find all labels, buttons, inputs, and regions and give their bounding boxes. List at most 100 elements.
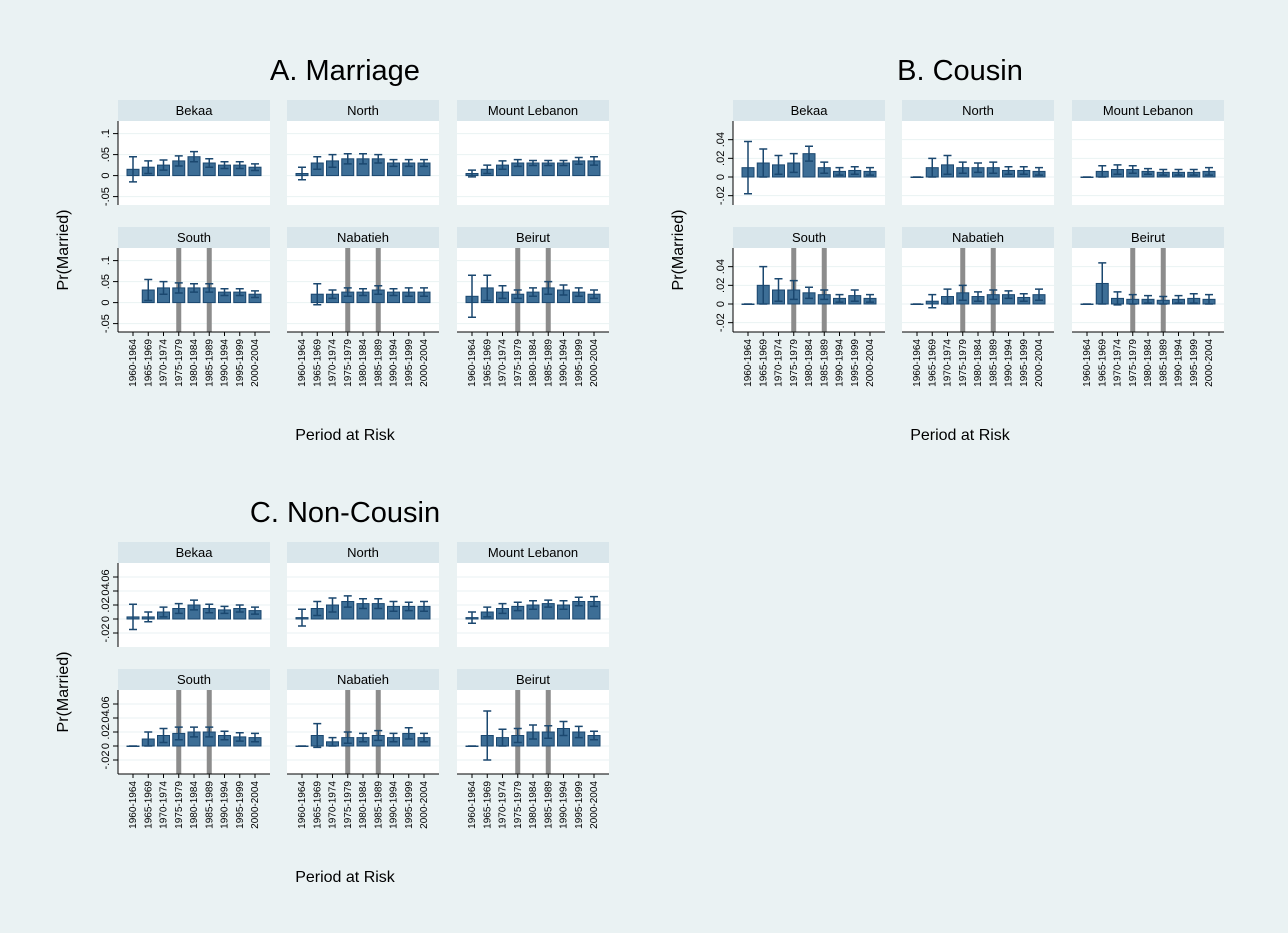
error-bar [190, 599, 198, 611]
error-bar [805, 145, 813, 162]
x-tick-label: 1980-1984 [528, 781, 539, 829]
x-tick-label: 1980-1984 [973, 339, 984, 387]
x-tick-label: 1975-1979 [1128, 339, 1139, 387]
error-bar [850, 165, 859, 175]
error-bar [498, 602, 507, 615]
error-bar [205, 282, 214, 293]
panel-strip [733, 227, 885, 248]
error-bar [774, 278, 783, 302]
x-tick-label: 1965-1969 [143, 339, 154, 387]
error-bar [759, 265, 768, 305]
x-tick-label: 1975-1979 [958, 339, 969, 387]
x-axis-label: Period at Risk [910, 427, 1011, 444]
y-axis-label: Pr(Married) [670, 210, 687, 291]
error-bar [1205, 166, 1213, 176]
y-tick-label: .06 [100, 696, 112, 711]
x-tick-label: 1990-1994 [220, 339, 231, 387]
y-tick-label: -.02 [100, 751, 112, 770]
error-bar [328, 736, 337, 747]
error-bar [220, 605, 229, 615]
error-bar [1189, 292, 1198, 304]
panel-strip [1072, 100, 1224, 121]
error-bar [328, 597, 337, 613]
x-tick-label: 1960-1964 [128, 339, 139, 387]
error-bar [389, 732, 398, 743]
error-bar [1189, 168, 1198, 176]
x-tick-label: 1990-1994 [389, 339, 400, 387]
x-tick-label: 2000-2004 [419, 339, 430, 387]
error-bar [1035, 288, 1043, 302]
error-bar [1019, 292, 1028, 302]
x-tick-label: 1990-1994 [220, 781, 231, 829]
error-bar [574, 156, 583, 166]
error-bar [144, 160, 153, 175]
x-tick-label: 1960-1964 [128, 781, 139, 829]
x-tick-label: 1980-1984 [804, 339, 815, 387]
x-tick-label: 1990-1994 [389, 781, 400, 829]
panel-strip [457, 542, 609, 563]
error-bar [144, 611, 153, 623]
error-bar [205, 158, 214, 168]
error-bar [529, 159, 537, 167]
x-tick-label: 2000-2004 [589, 339, 600, 387]
error-bar [420, 158, 428, 168]
panel-strip [287, 669, 439, 690]
error-bar [190, 150, 198, 163]
x-tick-label: 1985-1989 [373, 339, 384, 387]
error-bar [251, 732, 259, 743]
error-bar [544, 159, 553, 167]
x-tick-label: 1960-1964 [1082, 339, 1093, 387]
x-tick-label: 1970-1974 [498, 781, 509, 829]
x-tick-label: 1975-1979 [789, 339, 800, 387]
x-tick-label: 1980-1984 [528, 339, 539, 387]
error-bar [389, 600, 398, 613]
panel-title: Bekaa [176, 545, 214, 560]
panel-plot [902, 248, 1054, 332]
error-bar [498, 285, 507, 300]
x-tick-label: 1990-1994 [1004, 339, 1015, 387]
error-bar [1019, 165, 1028, 175]
error-bar [144, 731, 153, 747]
y-tick-label: -.02 [715, 313, 727, 332]
panel-title: North [347, 545, 379, 560]
error-bar [498, 160, 507, 171]
error-bar [235, 604, 244, 613]
error-bar [559, 720, 568, 737]
y-tick-label: 0 [100, 173, 112, 179]
error-bar [220, 287, 229, 297]
error-bar [1004, 165, 1013, 175]
x-tick-label: 1965-1969 [758, 339, 769, 387]
panel-strip [902, 100, 1054, 121]
y-tick-label: .02 [100, 597, 112, 612]
y-tick-label: .1 [100, 129, 112, 138]
y-tick-label: 0 [715, 301, 727, 307]
error-bar [420, 732, 428, 743]
x-tick-label: 1995-1999 [1189, 339, 1200, 387]
x-tick-label: 1995-1999 [404, 781, 415, 829]
error-bar [159, 606, 168, 618]
y-tick-label: .02 [715, 151, 727, 166]
error-bar [251, 163, 259, 172]
error-bar [144, 278, 153, 302]
error-bar [313, 282, 322, 306]
y-tick-label: -.02 [715, 186, 727, 205]
error-bar [205, 726, 214, 738]
panel-plot [1072, 121, 1224, 205]
x-tick-label: 1965-1969 [143, 781, 154, 829]
panel-strip [457, 669, 609, 690]
error-bar [989, 289, 998, 301]
error-bar [343, 287, 352, 298]
y-tick-label: -.02 [100, 624, 112, 643]
error-bar [420, 600, 428, 613]
x-tick-label: 1960-1964 [467, 781, 478, 829]
error-bar [590, 155, 598, 166]
error-bar [174, 602, 183, 615]
y-tick-label: .04 [715, 259, 727, 274]
error-bar [744, 140, 752, 195]
x-tick-label: 1995-1999 [574, 781, 585, 829]
panel-title: Mount Lebanon [488, 545, 578, 560]
panel-title: South [177, 230, 211, 245]
x-tick-label: 1970-1974 [1113, 339, 1124, 387]
error-bar [483, 606, 492, 618]
